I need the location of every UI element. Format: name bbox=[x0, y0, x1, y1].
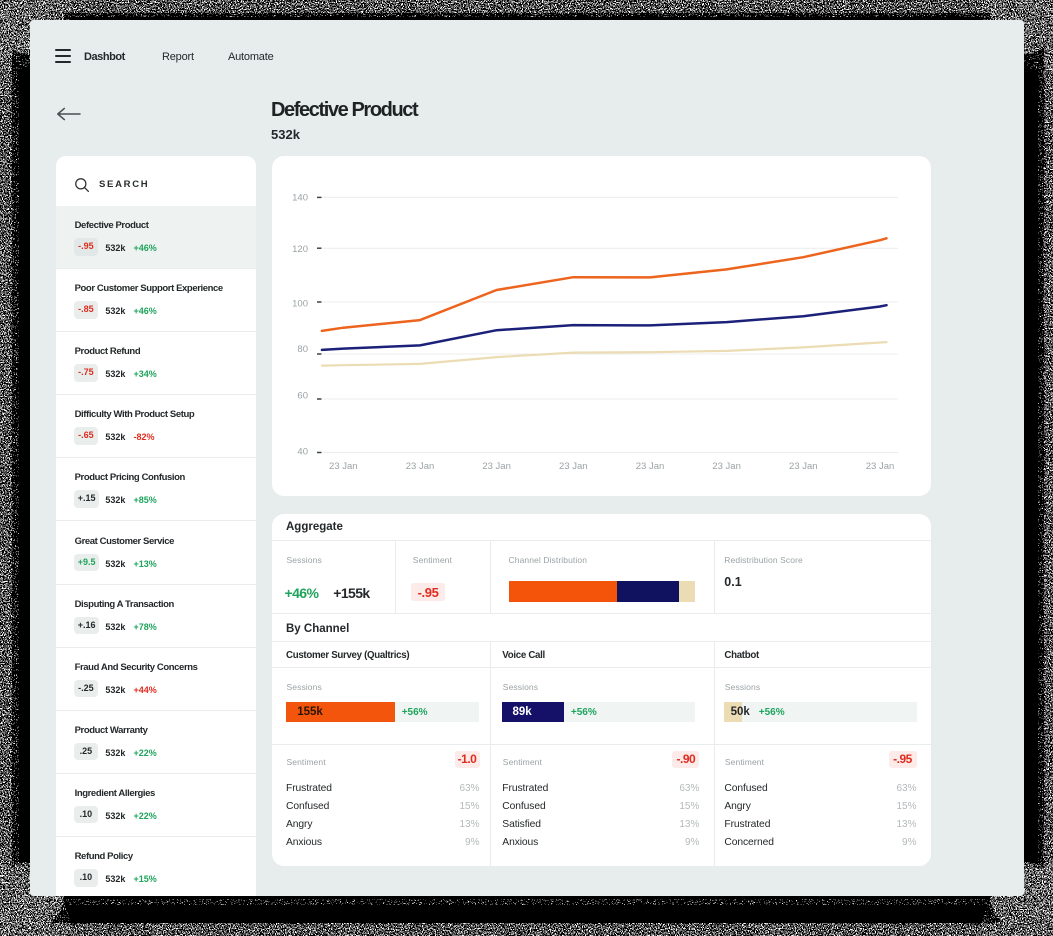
svg-text:23 Jan: 23 Jan bbox=[559, 461, 588, 472]
svg-text:23 Jan: 23 Jan bbox=[636, 461, 665, 472]
svg-text:80: 80 bbox=[297, 344, 308, 355]
svg-text:40: 40 bbox=[297, 447, 308, 458]
svg-text:23 Jan: 23 Jan bbox=[789, 461, 818, 472]
svg-text:23 Jan: 23 Jan bbox=[406, 461, 435, 472]
svg-text:23 Jan: 23 Jan bbox=[866, 461, 895, 472]
svg-text:140: 140 bbox=[292, 193, 308, 204]
svg-text:23 Jan: 23 Jan bbox=[482, 461, 511, 472]
svg-text:23 Jan: 23 Jan bbox=[329, 461, 358, 472]
svg-text:23 Jan: 23 Jan bbox=[712, 461, 741, 472]
svg-text:100: 100 bbox=[292, 298, 308, 309]
svg-text:120: 120 bbox=[292, 244, 308, 255]
svg-text:60: 60 bbox=[297, 390, 308, 401]
